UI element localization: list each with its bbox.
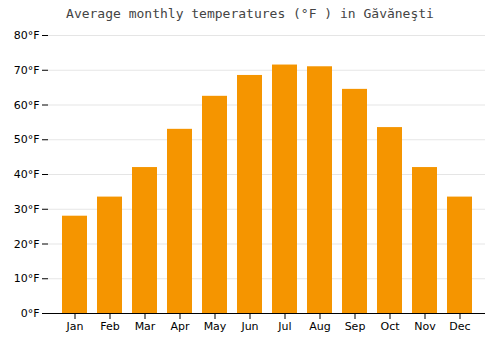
svg-text:May: May: [204, 320, 227, 333]
svg-text:20°F: 20°F: [14, 238, 40, 251]
svg-text:Apr: Apr: [170, 320, 190, 333]
svg-text:Jan: Jan: [66, 320, 84, 333]
svg-text:Aug: Aug: [309, 320, 330, 333]
svg-text:60°F: 60°F: [14, 99, 40, 112]
svg-text:30°F: 30°F: [14, 203, 40, 216]
svg-text:Mar: Mar: [135, 320, 156, 333]
svg-text:Oct: Oct: [380, 320, 400, 333]
svg-text:Dec: Dec: [449, 320, 470, 333]
svg-text:Feb: Feb: [100, 320, 119, 333]
svg-text:10°F: 10°F: [14, 272, 40, 285]
svg-text:50°F: 50°F: [14, 133, 40, 146]
svg-text:80°F: 80°F: [14, 29, 40, 42]
svg-text:Jul: Jul: [277, 320, 291, 333]
svg-text:70°F: 70°F: [14, 64, 40, 77]
svg-text:0°F: 0°F: [21, 307, 40, 320]
svg-text:Sep: Sep: [345, 320, 366, 333]
svg-text:40°F: 40°F: [14, 168, 40, 181]
svg-text:Jun: Jun: [240, 320, 258, 333]
html-text:Average monthly temperatures (: Average monthly temperatures (°F ) in Gă…: [66, 6, 434, 21]
svg-text:Nov: Nov: [414, 320, 436, 333]
